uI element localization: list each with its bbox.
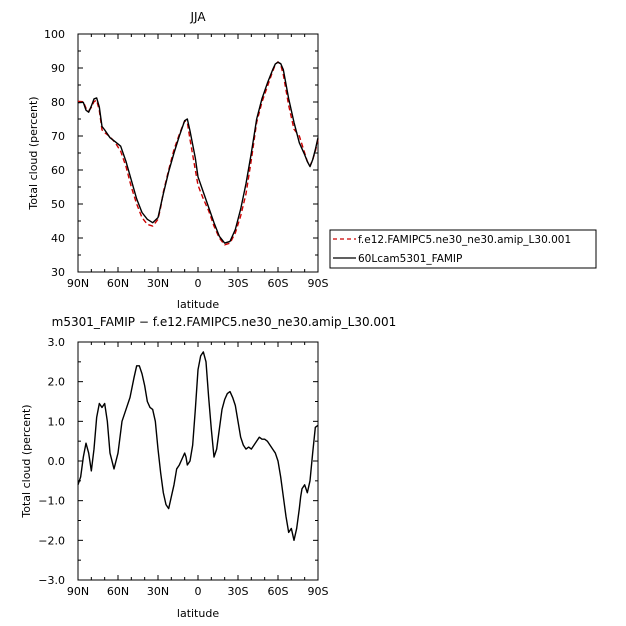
chart2-ytick-label: 1.0 [48, 415, 66, 428]
chart1-ytick-label: 40 [51, 232, 65, 245]
chart1-series-1-line [77, 61, 319, 246]
chart1-xtick-label: 30S [228, 277, 249, 290]
chart2-xtick-label: 30S [228, 585, 249, 598]
top-chart: JJA 90N 60N 30N 0 30S 60S 90S 30 40 50 60 70 80 90 100… [27, 10, 597, 311]
chart2-xtick-label: 60S [268, 585, 289, 598]
chart2-ylabel: Total cloud (percent) [20, 404, 33, 518]
chart1-xtick-label: 60S [268, 277, 289, 290]
chart2-ytick-label: −2.0 [38, 534, 65, 547]
chart2-title: m5301_FAMIP − f.e12.FAMIPC5.ne30_ne30.am… [52, 315, 397, 329]
legend-label-series-2: 60Lcam5301_FAMIP [358, 253, 462, 265]
chart1-ytick-label: 30 [51, 266, 65, 279]
legend: f.e12.FAMIPC5.ne30_ne30.amip_L30.001 60L… [329, 229, 597, 269]
chart2-xtick-label: 30N [147, 585, 169, 598]
chart2-ytick-label: 0.0 [48, 455, 66, 468]
chart2-series-1-line [77, 351, 319, 542]
chart2-ytick-label: 2.0 [48, 376, 66, 389]
chart1-xtick-label: 90N [67, 277, 89, 290]
chart1-xtick-label: 30N [147, 277, 169, 290]
chart1-ytick-label: 50 [51, 198, 65, 211]
bottom-chart: m5301_FAMIP − f.e12.FAMIPC5.ne30_ne30.am… [20, 315, 396, 620]
chart2-xlabel: latitude [177, 607, 219, 620]
chart1-xtick-label: 60N [107, 277, 129, 290]
chart2-ytick-label: −3.0 [38, 574, 65, 587]
legend-box [329, 229, 597, 269]
chart1-ytick-label: 60 [51, 164, 65, 177]
chart1-title: JJA [189, 10, 206, 24]
chart2-xtick-label: 60N [107, 585, 129, 598]
chart1-ytick-label: 90 [51, 62, 65, 75]
chart1-xtick-label: 0 [195, 277, 202, 290]
chart1-xlabel: latitude [177, 298, 219, 311]
chart1-ytick-label: 70 [51, 130, 65, 143]
chart1-xtick-label: 90S [308, 277, 329, 290]
chart2-xtick-label: 0 [195, 585, 202, 598]
chart1-ytick-label: 100 [44, 28, 65, 41]
legend-label-series-1: f.e12.FAMIPC5.ne30_ne30.amip_L30.001 [358, 234, 571, 246]
chart2-xtick-label: 90S [308, 585, 329, 598]
chart2-ytick-label: −1.0 [38, 495, 65, 508]
chart1-series-2-line [77, 61, 319, 244]
chart2-xtick-label: 90N [67, 585, 89, 598]
chart1-ylabel: Total cloud (percent) [27, 96, 40, 210]
chart1-ytick-label: 80 [51, 96, 65, 109]
chart2-ytick-label: 3.0 [48, 336, 66, 349]
